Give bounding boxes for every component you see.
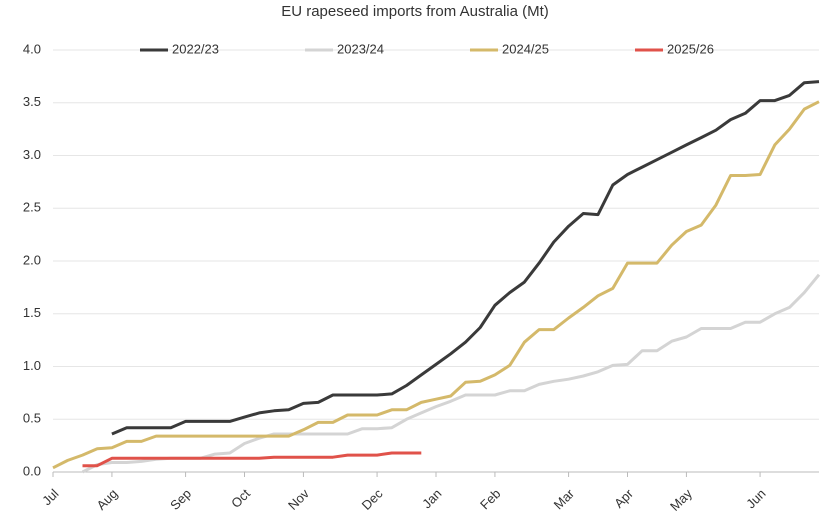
x-tick-label: Feb bbox=[477, 486, 503, 512]
y-tick-label: 3.0 bbox=[23, 147, 41, 162]
legend-label: 2024/25 bbox=[502, 41, 549, 56]
x-tick-label: Dec bbox=[359, 486, 386, 513]
x-tick-label: Jan bbox=[419, 486, 444, 511]
y-tick-label: 4.0 bbox=[23, 41, 41, 56]
y-tick-label: 2.5 bbox=[23, 200, 41, 215]
series-line bbox=[81, 273, 821, 474]
series-line bbox=[52, 100, 820, 470]
x-tick-label: Sep bbox=[167, 486, 194, 513]
x-tick-label: Jul bbox=[39, 486, 61, 508]
series-line bbox=[111, 80, 820, 436]
y-tick-label: 2.0 bbox=[23, 252, 41, 267]
x-tick-label: Jun bbox=[743, 486, 768, 511]
x-tick-label: Aug bbox=[94, 486, 121, 513]
x-tick-label: May bbox=[667, 486, 695, 514]
y-tick-label: 1.5 bbox=[23, 305, 41, 320]
legend-label: 2022/23 bbox=[172, 41, 219, 56]
y-tick-label: 3.5 bbox=[23, 94, 41, 109]
x-tick-label: Oct bbox=[228, 486, 253, 511]
y-tick-label: 0.0 bbox=[23, 463, 41, 478]
x-tick-label: Apr bbox=[611, 485, 636, 510]
legend-label: 2025/26 bbox=[667, 41, 714, 56]
x-tick-label: Nov bbox=[285, 486, 312, 513]
legend-label: 2023/24 bbox=[337, 41, 384, 56]
x-tick-label: Mar bbox=[551, 485, 578, 512]
series-line bbox=[82, 451, 422, 468]
chart-title: EU rapeseed imports from Australia (Mt) bbox=[281, 3, 549, 20]
y-tick-label: 1.0 bbox=[23, 358, 41, 373]
y-tick-label: 0.5 bbox=[23, 411, 41, 426]
